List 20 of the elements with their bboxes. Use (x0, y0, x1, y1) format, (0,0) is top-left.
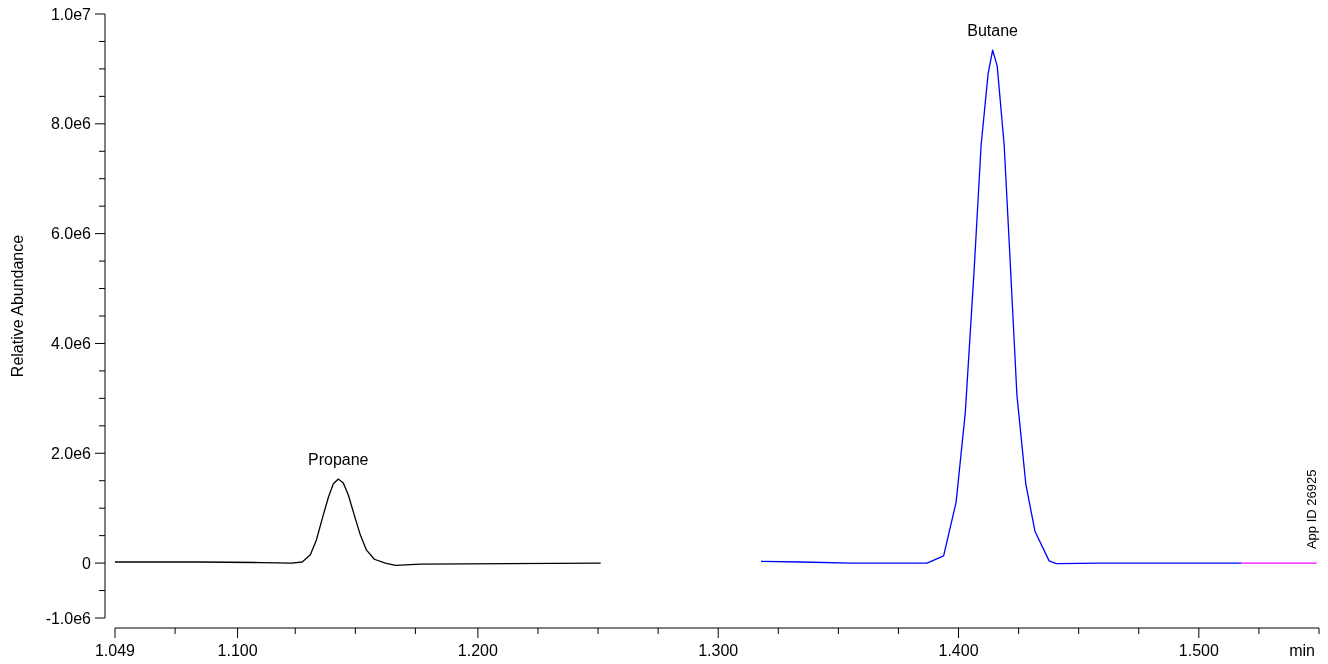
x-tick-label: 1.400 (938, 642, 979, 659)
y-tick-label: 8.0e6 (50, 115, 92, 133)
y-tick-label: -1.0e6 (45, 609, 92, 627)
y-axis-title: Relative Abundance (9, 234, 26, 378)
annotation: App ID 26925 (1304, 469, 1319, 550)
annotation: Propane (308, 451, 369, 469)
x-tick-label: 1.200 (457, 642, 498, 659)
line-series (114, 478, 602, 566)
y-tick-label: 4.0e6 (50, 335, 92, 353)
y-tick-label: 6.0e6 (50, 225, 92, 243)
x-tick-label: 1.100 (217, 642, 258, 659)
x-tick-label: 1.049 (94, 642, 136, 659)
line-series (760, 49, 1243, 565)
x-tick-label: 1.500 (1178, 642, 1219, 659)
y-tick-label: 1.0e7 (50, 5, 92, 23)
annotation: Butane (967, 22, 1019, 40)
y-tick-label: 2.0e6 (50, 444, 92, 462)
y-tick-label: 0 (82, 554, 92, 572)
x-axis-title: min (1289, 642, 1315, 659)
x-tick-label: 1.300 (698, 642, 739, 659)
